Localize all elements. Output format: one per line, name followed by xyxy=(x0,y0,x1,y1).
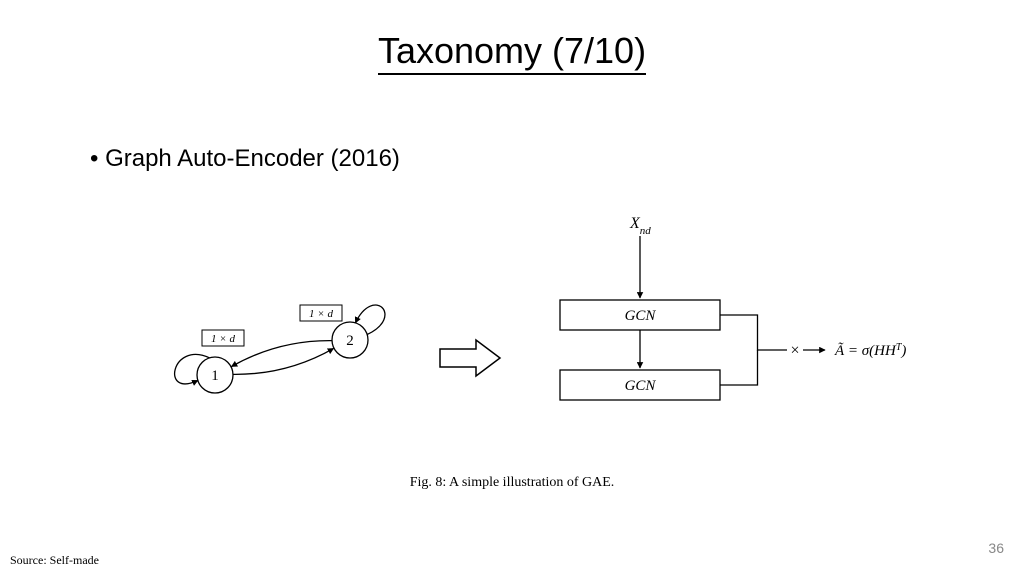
flowchart: Xnd GCN GCN × Ã = σ(HHT) xyxy=(560,215,906,400)
svg-text:2: 2 xyxy=(346,333,354,349)
graph-illustration: 1 2 1 × d 1 × d xyxy=(175,305,385,393)
slide-title: Taxonomy (7/10) xyxy=(0,30,1024,72)
slide-title-text: Taxonomy (7/10) xyxy=(378,30,646,75)
svg-text:GCN: GCN xyxy=(625,378,657,394)
source-note: Source: Self-made xyxy=(10,553,99,568)
svg-text:Xnd: Xnd xyxy=(629,215,651,237)
svg-text:GCN: GCN xyxy=(625,308,657,324)
svg-text:×: × xyxy=(790,342,799,359)
figure-caption: Fig. 8: A simple illustration of GAE. xyxy=(0,475,1024,491)
transition-arrow xyxy=(440,340,500,376)
page-number: 36 xyxy=(988,540,1004,556)
svg-text:1: 1 xyxy=(211,368,219,384)
svg-text:Ã = σ(HHT): Ã = σ(HHT) xyxy=(834,342,906,360)
bullet-item: Graph Auto-Encoder (2016) xyxy=(90,145,400,173)
svg-text:1 × d: 1 × d xyxy=(211,333,235,345)
gae-diagram: 1 2 1 × d 1 × d Xnd GCN GCN × Ã = σ(HHT) xyxy=(140,200,940,460)
svg-text:1 × d: 1 × d xyxy=(309,308,333,320)
